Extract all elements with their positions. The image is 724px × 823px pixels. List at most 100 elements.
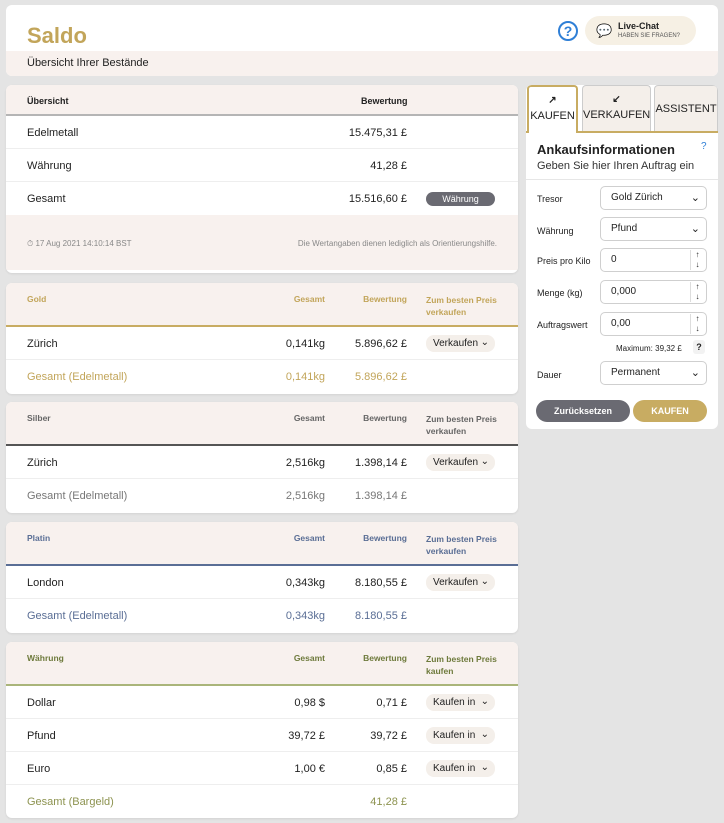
order-value-input[interactable]: 0,00 ↑ ↓ [600,312,707,336]
stepper-icon[interactable]: ↑ ↓ [690,282,704,302]
currency-toggle-button[interactable]: Währung [426,192,495,206]
stepper-icon[interactable]: ↑ ↓ [690,250,704,270]
col-action: Zum besten Preis verkaufen [426,414,497,436]
valuation: 5.896,62 £ [355,338,407,350]
row-label: Gesamt [27,193,66,205]
total-quantity: 0,141kg [285,371,325,383]
buy-select[interactable]: Kaufen in ⌄ [426,727,495,744]
field-label: Auftragswert [537,320,588,330]
gold-header: Gold Gesamt Bewertung Zum besten Preis v… [6,283,518,327]
help-icon[interactable]: ? [701,141,707,152]
currency-select[interactable]: Pfund ⌄ [600,217,707,241]
overview-footer: ⏱ 17 Aug 2021 14:10:14 BST Die Wertangab… [6,215,518,270]
chevron-down-icon: ⌄ [690,192,700,204]
total-valuation: 5.896,62 £ [355,371,407,383]
total-label: Gesamt (Bargeld) [27,796,114,808]
location: Zürich [27,457,58,469]
quantity: 0,343kg [285,577,325,589]
stepper-icon[interactable]: ↑ ↓ [690,314,704,334]
amount: 1,00 € [294,763,325,775]
panel-subheading: Geben Sie hier Ihren Auftrag ein [537,160,695,172]
metal-name: Silber [27,413,51,423]
price-per-kilo-input[interactable]: 0 ↑ ↓ [600,248,707,272]
metal-name: Gold [27,294,47,304]
sell-select[interactable]: Verkaufen ⌄ [426,574,495,591]
help-icon[interactable]: ? [693,340,705,354]
panel-heading: Ankaufsinformationen [537,142,675,157]
overview-row: Gesamt 15.516,60 £ Währung [6,182,518,215]
overview-header: Übersicht Bewertung [6,85,518,116]
chat-title: Live-Chat [618,21,660,31]
chevron-down-icon: ⌄ [480,337,489,348]
table-row: Pfund 39,72 £ 39,72 £ Kaufen in ⌄ [6,719,518,752]
field-label: Währung [537,226,574,236]
maximum-text: Maximum: 39,32 £ [616,344,682,353]
chat-bubble-icon: 💬 [596,23,613,38]
chevron-down-icon: ⌄ [480,696,489,707]
col-total: Gesamt [293,653,325,663]
platinum-header: Platin Gesamt Bewertung Zum besten Preis… [6,522,518,566]
row-value: 15.516,60 £ [348,193,407,205]
gold-card: Gold Gesamt Bewertung Zum besten Preis v… [6,283,518,394]
location: Zürich [27,338,58,350]
currency-name: Währung [27,653,64,663]
location: London [27,577,64,589]
valuation: 1.398,14 £ [355,457,407,469]
tab-assistent[interactable]: ASSISTENT [654,85,718,131]
reset-button[interactable]: Zurücksetzen [536,400,630,422]
amount: 0,98 $ [294,697,325,709]
row-value: 15.475,31 £ [348,127,407,139]
overview-card: Übersicht Bewertung Edelmetall 15.475,31… [6,85,518,273]
amount: 39,72 £ [288,730,325,742]
clock-icon: ⏱ [27,239,36,248]
sell-select[interactable]: Verkaufen ⌄ [426,454,495,471]
overview-row: Währung 41,28 £ [6,149,518,182]
total-label: Gesamt (Edelmetall) [27,371,128,383]
duration-select[interactable]: Permanent ⌄ [600,361,707,385]
chevron-down-icon: ⌄ [480,576,489,587]
tab-label: KAUFEN [530,110,575,122]
row-label: Edelmetall [27,127,79,139]
valuation: 0,71 £ [376,697,407,709]
table-row: Zürich 2,516kg 1.398,14 £ Verkaufen ⌄ [6,446,518,479]
col-value: Bewertung [363,294,407,304]
currency: Pfund [27,730,56,742]
field-label: Dauer [537,370,562,380]
total-row: Gesamt (Edelmetall) 0,141kg 5.896,62 £ [6,360,518,393]
total-label: Gesamt (Edelmetall) [27,490,128,502]
buy-button[interactable]: KAUFEN [633,400,707,422]
chevron-down-icon: ⌄ [480,456,489,467]
quantity-input[interactable]: 0,000 ↑ ↓ [600,280,707,304]
col-total: Gesamt [293,413,325,423]
chat-subtitle: HABEN SIE FRAGEN? [618,33,681,39]
buy-select[interactable]: Kaufen in ⌄ [426,760,495,777]
total-quantity: 2,516kg [285,490,325,502]
tab-verkaufen[interactable]: ↙ VERKAUFEN [582,85,651,131]
col-action: Zum besten Preis verkaufen [426,295,497,317]
field-label: Menge (kg) [537,288,583,298]
quantity: 0,141kg [285,338,325,350]
chevron-down-icon: ⌄ [480,762,489,773]
divider [526,179,718,180]
col-value: Bewertung [363,533,407,543]
col-total: Gesamt [293,294,325,304]
field-label: Preis pro Kilo [537,256,591,266]
tab-kaufen[interactable]: ↗ KAUFEN [527,85,578,133]
col-value: Bewertung [361,96,408,106]
col-value: Bewertung [363,413,407,423]
col-total: Gesamt [293,533,325,543]
sell-select[interactable]: Verkaufen ⌄ [426,335,495,352]
buy-select[interactable]: Kaufen in ⌄ [426,694,495,711]
order-tabs: ↗ KAUFEN ↙ VERKAUFEN ASSISTENT [526,85,718,133]
total-label: Gesamt (Edelmetall) [27,610,128,622]
currency-card: Währung Gesamt Bewertung Zum besten Prei… [6,642,518,818]
tresor-select[interactable]: Gold Zürich ⌄ [600,186,707,210]
total-valuation: 41,28 £ [370,796,407,808]
table-row: Dollar 0,98 $ 0,71 £ Kaufen in ⌄ [6,686,518,719]
col-action: Zum besten Preis kaufen [426,654,497,676]
row-value: 41,28 £ [370,160,407,172]
live-chat-button[interactable]: 💬 Live-Chat HABEN SIE FRAGEN? [585,16,696,45]
help-icon[interactable]: ? [558,21,578,41]
total-row: Gesamt (Edelmetall) 0,343kg 8.180,55 £ [6,599,518,632]
tab-label: ASSISTENT [655,103,717,115]
